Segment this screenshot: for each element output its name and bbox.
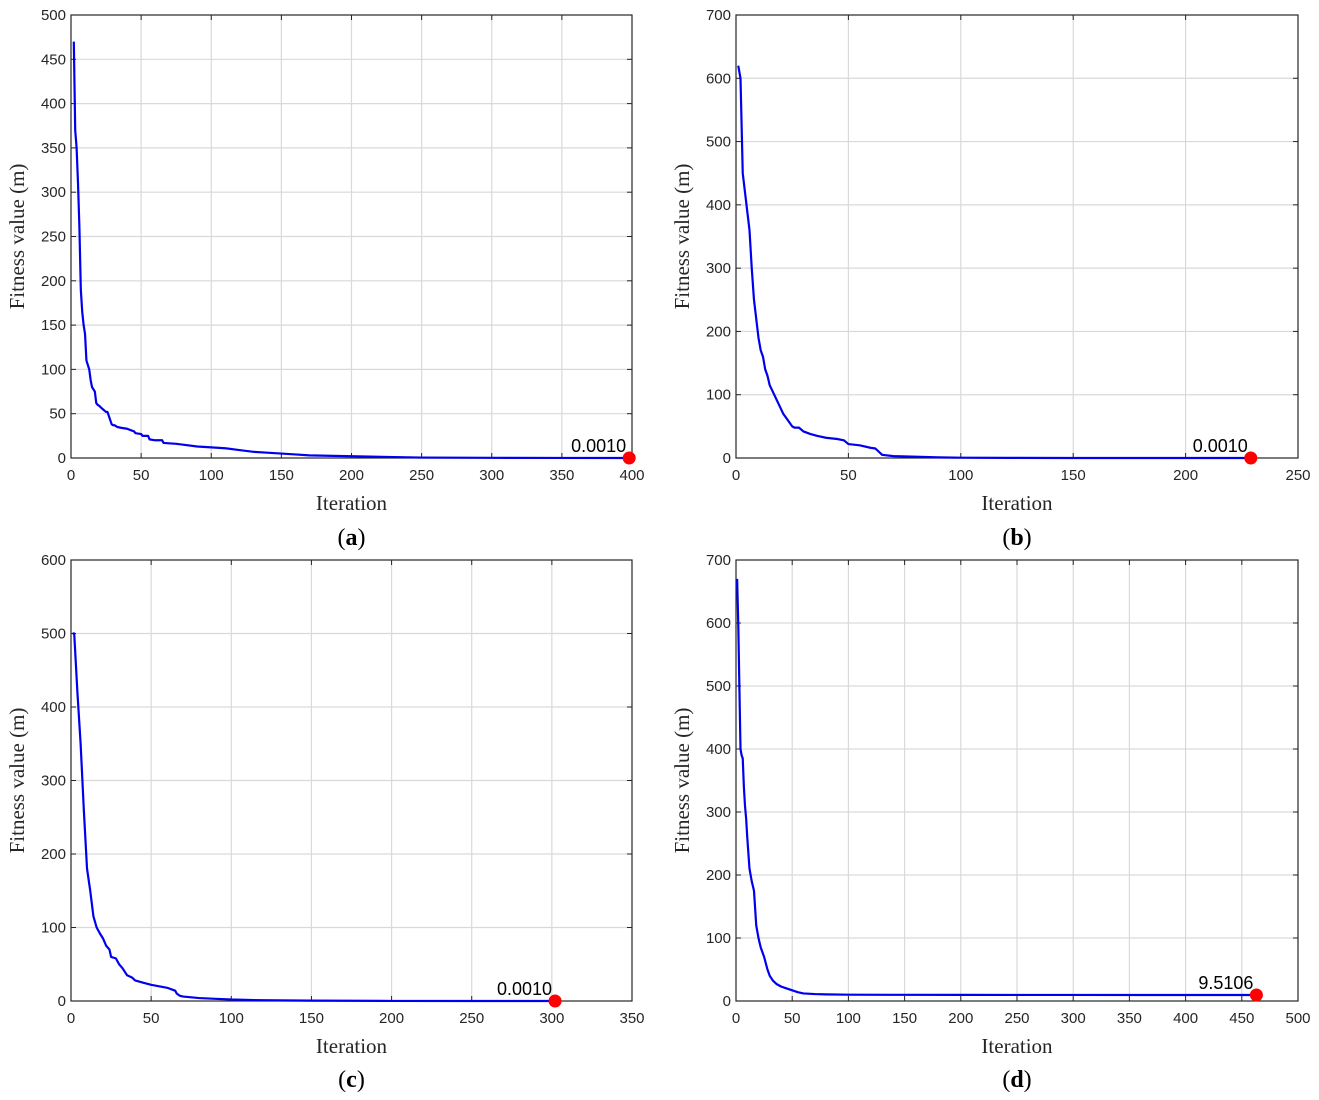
x-tick-label: 50 <box>143 1010 160 1027</box>
y-axis-label: Fitness value (m) <box>670 708 694 854</box>
panel-label: (d) <box>1002 1067 1031 1093</box>
fitness-series-line <box>72 41 630 460</box>
y-tick-label: 400 <box>706 741 731 758</box>
final-value-marker <box>1249 988 1263 1002</box>
y-tick-label: 400 <box>706 197 731 214</box>
x-axis-label: Iteration <box>981 491 1053 515</box>
x-tick-label: 200 <box>1173 467 1198 484</box>
x-tick-label: 250 <box>1004 1010 1029 1027</box>
panel-label: (b) <box>1002 525 1031 551</box>
x-tick-label: 250 <box>1285 467 1310 484</box>
y-tick-label: 200 <box>41 846 66 863</box>
x-tick-label: 0 <box>67 1010 75 1027</box>
y-tick-label: 700 <box>706 7 731 24</box>
x-tick-label: 200 <box>339 467 364 484</box>
x-tick-label: 0 <box>732 1010 740 1027</box>
y-tick-label: 600 <box>41 552 66 569</box>
x-tick-label: 400 <box>1173 1010 1198 1027</box>
final-value-marker <box>622 451 636 465</box>
y-tick-label: 0 <box>723 450 731 467</box>
y-tick-label: 400 <box>41 699 66 716</box>
y-tick-label: 100 <box>706 387 731 404</box>
y-tick-label: 100 <box>41 920 66 937</box>
chart-panel-a: 0 50 100 150 200 250 300 350 400 0 50 100 150 200 250 3… <box>5 7 645 551</box>
x-axis-label: Iteration <box>316 1034 388 1058</box>
plot-area <box>736 15 1298 458</box>
y-tick-label: 600 <box>706 615 731 632</box>
chart-panel-d: 0 50 100 150 200 250 300 350 400 450 500 0 100 200 300… <box>670 552 1311 1093</box>
x-tick-label: 300 <box>1061 1010 1086 1027</box>
y-tick-label: 450 <box>41 51 66 68</box>
x-tick-label: 300 <box>479 467 504 484</box>
y-tick-label: 500 <box>706 134 731 151</box>
y-tick-label: 500 <box>41 7 66 24</box>
x-axis-label: Iteration <box>316 491 388 515</box>
x-tick-label: 500 <box>1285 1010 1310 1027</box>
x-tick-label: 50 <box>840 467 857 484</box>
y-tick-label: 700 <box>706 552 731 569</box>
y-axis-label: Fitness value (m) <box>5 708 29 854</box>
x-tick-label: 300 <box>539 1010 564 1027</box>
x-tick-label: 250 <box>409 467 434 484</box>
x-tick-label: 50 <box>784 1010 801 1027</box>
x-tick-label: 0 <box>732 467 740 484</box>
y-tick-label: 100 <box>41 361 66 378</box>
y-tick-label: 300 <box>41 773 66 790</box>
y-tick-label: 350 <box>41 140 66 157</box>
y-tick-label: 500 <box>41 626 66 643</box>
y-tick-label: 400 <box>41 96 66 113</box>
y-axis-label: Fitness value (m) <box>5 164 29 310</box>
final-value-marker <box>548 994 562 1008</box>
x-tick-label: 150 <box>1061 467 1086 484</box>
x-tick-label: 100 <box>199 467 224 484</box>
y-tick-label: 0 <box>58 450 66 467</box>
x-tick-label: 0 <box>67 467 75 484</box>
y-tick-label: 250 <box>41 229 66 246</box>
x-tick-label: 150 <box>269 467 294 484</box>
x-tick-label: 100 <box>836 1010 861 1027</box>
x-axis-label: Iteration <box>981 1034 1053 1058</box>
x-tick-label: 250 <box>459 1010 484 1027</box>
x-tick-label: 50 <box>133 467 150 484</box>
y-tick-label: 300 <box>706 804 731 821</box>
final-value-label: 0.0010 <box>571 436 626 456</box>
y-tick-label: 600 <box>706 70 731 87</box>
y-tick-label: 300 <box>706 260 731 277</box>
fitness-series-line <box>736 578 1257 997</box>
y-tick-label: 200 <box>41 273 66 290</box>
y-tick-label: 0 <box>723 993 731 1010</box>
x-tick-label: 350 <box>1117 1010 1142 1027</box>
x-tick-label: 200 <box>948 1010 973 1027</box>
chart-panel-c: 0 50 100 150 200 250 300 350 0 100 200 300 400 500 600… <box>5 552 645 1093</box>
x-tick-label: 150 <box>892 1010 917 1027</box>
y-tick-label: 200 <box>706 323 731 340</box>
y-tick-label: 300 <box>41 184 66 201</box>
x-tick-label: 100 <box>948 467 973 484</box>
chart-panel-b: 0 50 100 150 200 250 0 100 200 300 400 500 600 700 Ite… <box>670 7 1311 551</box>
y-tick-label: 100 <box>706 930 731 947</box>
y-tick-label: 0 <box>58 993 66 1010</box>
x-tick-label: 450 <box>1229 1010 1254 1027</box>
x-tick-label: 400 <box>619 467 644 484</box>
final-value-label: 0.0010 <box>1193 436 1248 456</box>
y-tick-label: 50 <box>49 406 66 423</box>
x-tick-label: 100 <box>219 1010 244 1027</box>
x-tick-label: 350 <box>619 1010 644 1027</box>
x-tick-label: 150 <box>299 1010 324 1027</box>
panel-label: (a) <box>338 525 366 551</box>
y-axis-label: Fitness value (m) <box>670 164 694 310</box>
final-value-marker <box>1244 451 1258 465</box>
y-tick-label: 200 <box>706 867 731 884</box>
final-value-label: 0.0010 <box>497 979 552 999</box>
y-tick-label: 500 <box>706 678 731 695</box>
final-value-label: 9.5106 <box>1198 973 1253 993</box>
fitness-series-line <box>737 65 1251 460</box>
x-tick-label: 350 <box>549 467 574 484</box>
fitness-series-line <box>72 632 556 1003</box>
x-tick-label: 200 <box>379 1010 404 1027</box>
y-tick-label: 150 <box>41 317 66 334</box>
panel-label: (c) <box>338 1067 365 1093</box>
